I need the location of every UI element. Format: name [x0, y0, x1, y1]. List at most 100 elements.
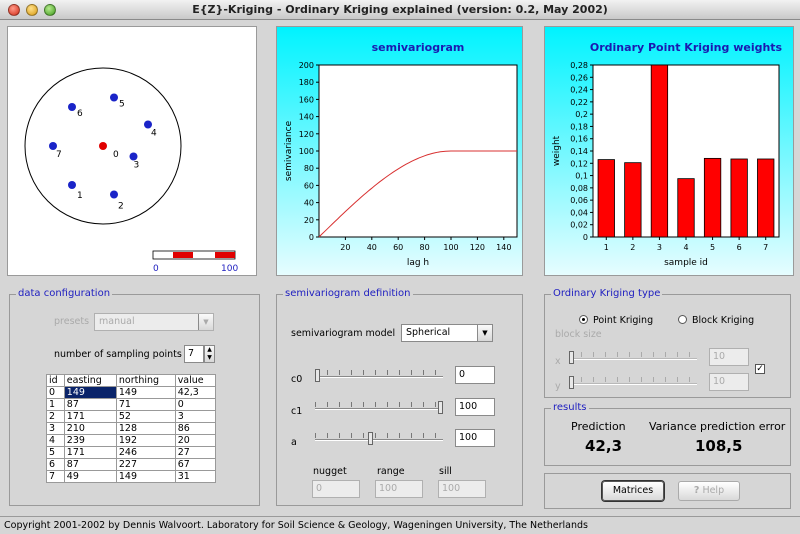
- column-header[interactable]: id: [46, 374, 65, 387]
- table-cell[interactable]: 5: [46, 446, 65, 459]
- table-cell[interactable]: 239: [63, 434, 117, 447]
- table-cell[interactable]: 246: [115, 446, 176, 459]
- table-cell[interactable]: 52: [115, 410, 176, 423]
- slider-thumb[interactable]: [569, 376, 574, 389]
- table-row[interactable]: 4 239 192 20: [46, 434, 217, 447]
- x-tick-label: 2: [630, 243, 635, 252]
- column-header[interactable]: northing: [115, 374, 176, 387]
- c0-slider[interactable]: [315, 369, 443, 382]
- slider-thumb[interactable]: [569, 351, 574, 364]
- block-kriging-label[interactable]: Block Kriging: [692, 315, 755, 326]
- table-cell[interactable]: 31: [174, 470, 217, 483]
- block-x-slider[interactable]: [569, 351, 697, 364]
- x-tick-label: 3: [657, 243, 662, 252]
- sample-point[interactable]: [68, 181, 76, 189]
- table-cell[interactable]: 1: [46, 398, 65, 411]
- kriging-weights-chart: Ordinary Point Kriging weights 0 0,02 0,04 0…: [552, 41, 783, 268]
- stepper-up-icon[interactable]: ▲: [207, 346, 212, 353]
- table-row[interactable]: 6 87 227 67: [46, 458, 217, 471]
- point-kriging-radio[interactable]: [579, 315, 588, 324]
- table-cell[interactable]: 3: [174, 410, 217, 423]
- c1-field[interactable]: 100: [455, 398, 495, 416]
- table-row[interactable]: 3 210 128 86: [46, 422, 217, 435]
- table-cell[interactable]: 6: [46, 458, 65, 471]
- sample-point-label: 6: [77, 109, 83, 119]
- model-select[interactable]: Spherical ▼: [401, 324, 493, 342]
- table-cell[interactable]: 149: [63, 386, 117, 399]
- table-row[interactable]: 7 49 149 31: [46, 470, 217, 483]
- close-window-button[interactable]: [8, 4, 20, 16]
- table-cell[interactable]: 149: [115, 470, 176, 483]
- point-kriging-label[interactable]: Point Kriging: [593, 315, 654, 326]
- table-cell[interactable]: 86: [174, 422, 217, 435]
- table-cell[interactable]: 192: [115, 434, 176, 447]
- presets-select[interactable]: manual ▼: [94, 313, 214, 331]
- block-kriging-radio[interactable]: [678, 315, 687, 324]
- slider-thumb[interactable]: [438, 401, 443, 414]
- table-cell[interactable]: 0: [174, 398, 217, 411]
- table-cell[interactable]: 3: [46, 422, 65, 435]
- table-cell[interactable]: 128: [115, 422, 176, 435]
- variance-value: 108,5: [695, 437, 743, 455]
- lock-block-size-checkbox[interactable]: ✓: [755, 364, 765, 374]
- table-row[interactable]: 5 171 246 27: [46, 446, 217, 459]
- table-cell[interactable]: 49: [63, 470, 117, 483]
- y-tick-label: 0: [583, 233, 588, 242]
- table-cell[interactable]: 42,3: [174, 386, 217, 399]
- c1-label: c1: [291, 406, 303, 417]
- a-slider[interactable]: [315, 432, 443, 445]
- table-cell[interactable]: 67: [174, 458, 217, 471]
- y-tick-label: 140: [299, 113, 314, 122]
- table-cell[interactable]: 4: [46, 434, 65, 447]
- table-cell[interactable]: 71: [115, 398, 176, 411]
- table-cell[interactable]: 27: [174, 446, 217, 459]
- sample-point[interactable]: [144, 120, 152, 129]
- column-header[interactable]: value: [174, 374, 217, 387]
- results-group: results Prediction Variance prediction e…: [544, 402, 791, 466]
- prediction-location-point[interactable]: [99, 142, 107, 150]
- semivariogram-definition-group: semivariogram definition semivariogram m…: [276, 288, 523, 506]
- table-cell[interactable]: 87: [63, 458, 117, 471]
- matrices-button[interactable]: Matrices: [602, 481, 664, 501]
- slider-thumb[interactable]: [315, 369, 320, 382]
- sample-point[interactable]: [49, 142, 57, 150]
- table-cell[interactable]: 227: [115, 458, 176, 471]
- table-cell[interactable]: 171: [63, 410, 117, 423]
- slider-thumb[interactable]: [367, 432, 373, 445]
- sample-point[interactable]: [68, 103, 76, 111]
- table-cell[interactable]: 0: [46, 386, 65, 399]
- table-cell[interactable]: 2: [46, 410, 65, 423]
- c1-slider[interactable]: [315, 401, 443, 414]
- column-header[interactable]: easting: [63, 374, 117, 387]
- block-y-slider[interactable]: [569, 376, 697, 389]
- color-legend: 0 100: [152, 250, 238, 274]
- x-tick-label: 60: [393, 243, 403, 252]
- minimize-window-button[interactable]: [26, 4, 38, 16]
- num-points-field[interactable]: 7: [184, 345, 204, 363]
- sample-data-table[interactable]: id easting northing value 0 149 149 42,3 1 87 71 0…: [46, 374, 217, 483]
- sample-point[interactable]: [110, 190, 118, 199]
- c0-field[interactable]: 0: [455, 366, 495, 384]
- table-cell[interactable]: 171: [63, 446, 117, 459]
- table-cell[interactable]: 149: [115, 386, 176, 399]
- zoom-window-button[interactable]: [44, 4, 56, 16]
- sample-point[interactable]: [129, 152, 138, 161]
- table-cell[interactable]: 87: [63, 398, 117, 411]
- table-cell[interactable]: 210: [63, 422, 117, 435]
- x-axis-label: sample id: [664, 258, 708, 268]
- y-tick-label: 0,12: [570, 159, 588, 168]
- y-tick-label: 0,04: [570, 208, 588, 217]
- stepper-down-icon[interactable]: ▼: [207, 354, 212, 361]
- table-cell[interactable]: 20: [174, 434, 217, 447]
- table-cell[interactable]: 7: [46, 470, 65, 483]
- sample-map[interactable]: 0 1 2 3 4 5 6 7 0 100: [8, 27, 256, 275]
- table-row[interactable]: 1 87 71 0: [46, 398, 217, 411]
- num-points-stepper[interactable]: ▲ ▼: [204, 345, 215, 363]
- sample-point[interactable]: [110, 93, 118, 102]
- y-tick-label: 80: [304, 164, 314, 173]
- kriging-type-group: Ordinary Kriging type Point Kriging Bloc…: [544, 288, 791, 398]
- table-row[interactable]: 2 171 52 3: [46, 410, 217, 423]
- table-row[interactable]: 0 149 149 42,3: [46, 386, 217, 399]
- a-field[interactable]: 100: [455, 429, 495, 447]
- presets-value: manual: [99, 316, 135, 327]
